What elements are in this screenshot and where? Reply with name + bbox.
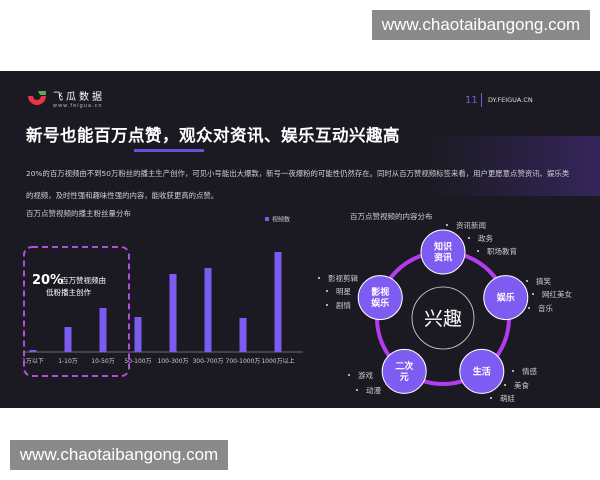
content-item: 萌娃	[500, 393, 515, 403]
bar	[204, 268, 212, 352]
bullet-dot	[504, 384, 506, 386]
watermark-bottom: www.chaotaibangong.com	[10, 440, 228, 470]
node-label: 娱乐	[497, 292, 515, 304]
figures: 1万以下 1-10万 10-50万 50-100万 100-300万 300-700万 70…	[22, 216, 572, 404]
content-item: 影视剪辑	[328, 273, 358, 283]
watermark-top: www.chaotaibangong.com	[372, 10, 590, 40]
feigua-logo-icon	[28, 90, 46, 105]
description: 20%的百万视频由不到50万粉丝的播主生产创作，可见小号能出大爆款，新号一夜爆粉…	[26, 169, 570, 200]
node-label: 娱乐	[371, 297, 389, 309]
page-number: 11	[465, 95, 478, 106]
node-label: 生活	[473, 365, 491, 377]
bullet-dot	[468, 237, 470, 239]
site-label: DY.FEIGUA.CN	[488, 96, 533, 104]
content-item: 资讯新闻	[456, 220, 486, 230]
bullet-dot	[318, 277, 320, 279]
content-item: 游戏	[358, 370, 373, 380]
content-item: 剧情	[336, 300, 351, 310]
annotation-line2: 低粉播主创作	[46, 287, 91, 297]
center-label: 兴趣	[424, 308, 462, 330]
content-item: 音乐	[538, 303, 553, 313]
bar	[239, 318, 247, 352]
bar	[134, 317, 142, 352]
content-item: 美食	[514, 380, 529, 390]
category-node	[459, 348, 505, 394]
bullet-dot	[526, 280, 528, 282]
brand-logo: 飞瓜数据 www.feigua.cn	[26, 88, 105, 109]
x-tick-label: 50-100万	[124, 358, 151, 365]
annotation-percent: 20%	[32, 273, 63, 288]
slide-panel: 飞瓜数据 www.feigua.cn 11 DY.FEIGUA.CN 新号也能百…	[0, 71, 600, 408]
content-item: 搞笑	[536, 276, 551, 286]
title-underline	[134, 149, 204, 152]
x-tick-label: 300-700万	[192, 358, 223, 365]
content-item: 情感	[522, 366, 537, 376]
bullet-dot	[490, 397, 492, 399]
category-node	[420, 229, 466, 275]
node-label: 资讯	[434, 252, 452, 264]
content-item: 网红美女	[542, 289, 572, 299]
category-node	[381, 348, 427, 394]
x-tick-label: 700-1000万	[226, 358, 261, 365]
x-tick-label: 100-300万	[157, 358, 188, 365]
annotation-line1: 百万赞视频由	[61, 275, 106, 285]
bullet-dot	[512, 370, 514, 372]
legend-label: 视频数	[272, 216, 290, 224]
node-label: 知识	[433, 241, 452, 253]
category-node	[357, 275, 403, 321]
highlight-box	[23, 246, 130, 377]
x-tick-label: 1000万以上	[261, 357, 294, 365]
bar	[274, 252, 282, 352]
content-item: 明星	[336, 287, 351, 296]
legend-swatch	[265, 217, 269, 221]
content-item: 动漫	[366, 385, 381, 395]
bullet-dot	[532, 293, 534, 295]
category-node	[483, 275, 529, 321]
x-tick-label: 10-50万	[91, 358, 114, 365]
decorative-glow	[430, 136, 600, 196]
diagram-title: 百万点赞视频的内容分布	[350, 212, 433, 221]
node-label: 影视	[371, 286, 389, 298]
chart-title: 百万点赞视频的播主粉丝量分布	[26, 209, 131, 218]
bullet-dot	[326, 304, 328, 306]
node-label: 元	[400, 372, 409, 383]
content-item: 政务	[478, 233, 493, 243]
bar	[169, 274, 177, 352]
bullet-dot	[356, 389, 358, 391]
divider	[481, 93, 482, 107]
bullet-dot	[446, 224, 448, 226]
x-tick-label: 1万以下	[22, 358, 44, 365]
bullet-dot	[326, 290, 328, 292]
bullet-dot	[477, 250, 479, 252]
bullet-dot	[528, 307, 530, 309]
center-circle	[411, 286, 475, 350]
node-label: 二次	[395, 360, 413, 372]
bar	[64, 327, 72, 352]
bullet-dot	[348, 374, 350, 376]
brand-name: 飞瓜数据	[53, 92, 105, 103]
brand-url: www.feigua.cn	[53, 103, 103, 109]
page-title: 新号也能百万点赞，观众对资讯、娱乐互动兴趣高	[26, 126, 400, 145]
content-item: 职场教育	[487, 246, 517, 256]
bar	[99, 308, 107, 352]
bar	[29, 350, 37, 352]
x-tick-label: 1-10万	[58, 358, 78, 365]
